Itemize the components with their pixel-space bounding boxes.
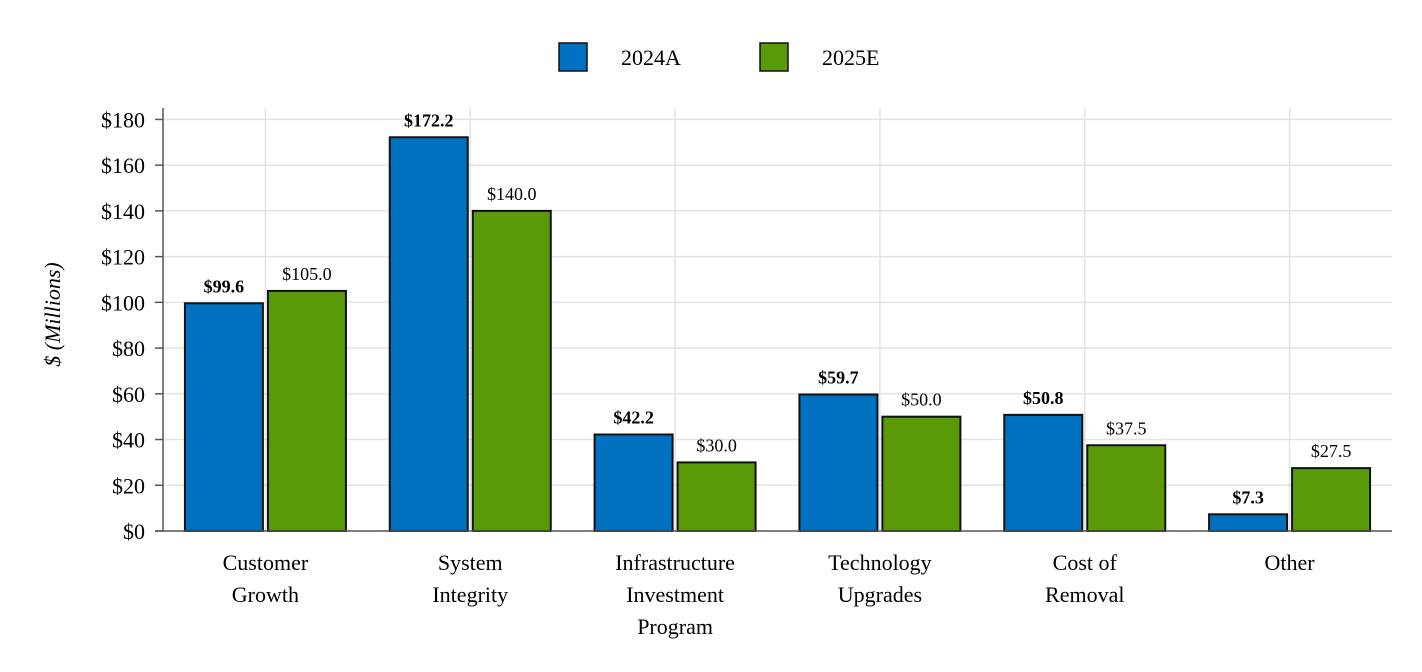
bar-2025e-2: [676, 461, 757, 532]
axes: $0 $20 $40 $60 $80 $100 $120 $140 $160 $180 Custom…: [101, 107, 1392, 639]
x-tick-label: Cost of Removal: [1045, 550, 1124, 607]
data-label-2025e-5: $27.5: [1311, 441, 1352, 461]
legend-swatch-2025e: [759, 42, 789, 72]
x-tick-label: System Integrity: [432, 550, 508, 607]
x-tick-label: Infrastructure Investment Program: [615, 550, 735, 639]
data-label-2025e-0: $105.0: [282, 264, 332, 284]
legend-label-2025e: 2025E: [822, 45, 879, 70]
data-label-2025e-2: $30.0: [696, 435, 737, 455]
bar-2025e-0: [266, 289, 347, 532]
y-tick-label: $120: [101, 245, 145, 270]
gridlines: [163, 108, 1392, 531]
bar-2025e-5: [1291, 467, 1372, 532]
y-tick-label: $20: [112, 473, 145, 498]
data-label-2024a-2: $42.2: [613, 408, 654, 428]
y-tick-label: $180: [101, 107, 145, 132]
data-label-2025e-4: $37.5: [1106, 418, 1147, 438]
bar-2024a-4: [1003, 413, 1084, 533]
data-label-2025e-3: $50.0: [901, 390, 942, 410]
bar-2024a-0: [183, 302, 264, 533]
x-tick-label: Other: [1265, 550, 1316, 575]
y-tick-label: $0: [123, 519, 145, 544]
data-label-2024a-4: $50.8: [1023, 388, 1064, 408]
bar-2025e-1: [471, 209, 552, 532]
y-tick-label: $80: [112, 336, 145, 361]
y-tick-label: $160: [101, 153, 145, 178]
y-axis-label: $ (Millions): [40, 262, 65, 367]
y-tick-label: $60: [112, 382, 145, 407]
legend-label-2024a: 2024A: [621, 45, 681, 70]
bar-2024a-2: [593, 433, 674, 533]
data-label-2024a-5: $7.3: [1232, 487, 1264, 507]
bar-2025e-3: [881, 415, 962, 533]
legend: 2024A 2025E: [558, 42, 879, 72]
x-tick-label: Technology Upgrades: [828, 550, 932, 607]
x-tick-label: Customer Growth: [223, 550, 309, 607]
y-tick-label: $140: [101, 199, 145, 224]
data-label-2024a-1: $172.2: [404, 110, 454, 130]
legend-swatch-2024a: [558, 42, 588, 72]
bar-2024a-1: [388, 136, 469, 532]
bars: [183, 136, 1372, 533]
bar-2024a-5: [1208, 513, 1289, 533]
bar-2024a-3: [798, 393, 879, 533]
y-tick-label: $100: [101, 290, 145, 315]
data-labels: $99.6 $105.0 $172.2 $140.0 $42.2 $30.0 $59.7 $5…: [204, 110, 1352, 507]
data-label-2024a-0: $99.6: [204, 276, 245, 296]
data-label-2024a-3: $59.7: [818, 367, 859, 387]
data-label-2025e-1: $140.0: [487, 184, 537, 204]
y-tick-label: $40: [112, 428, 145, 453]
bar-2025e-4: [1086, 444, 1167, 532]
